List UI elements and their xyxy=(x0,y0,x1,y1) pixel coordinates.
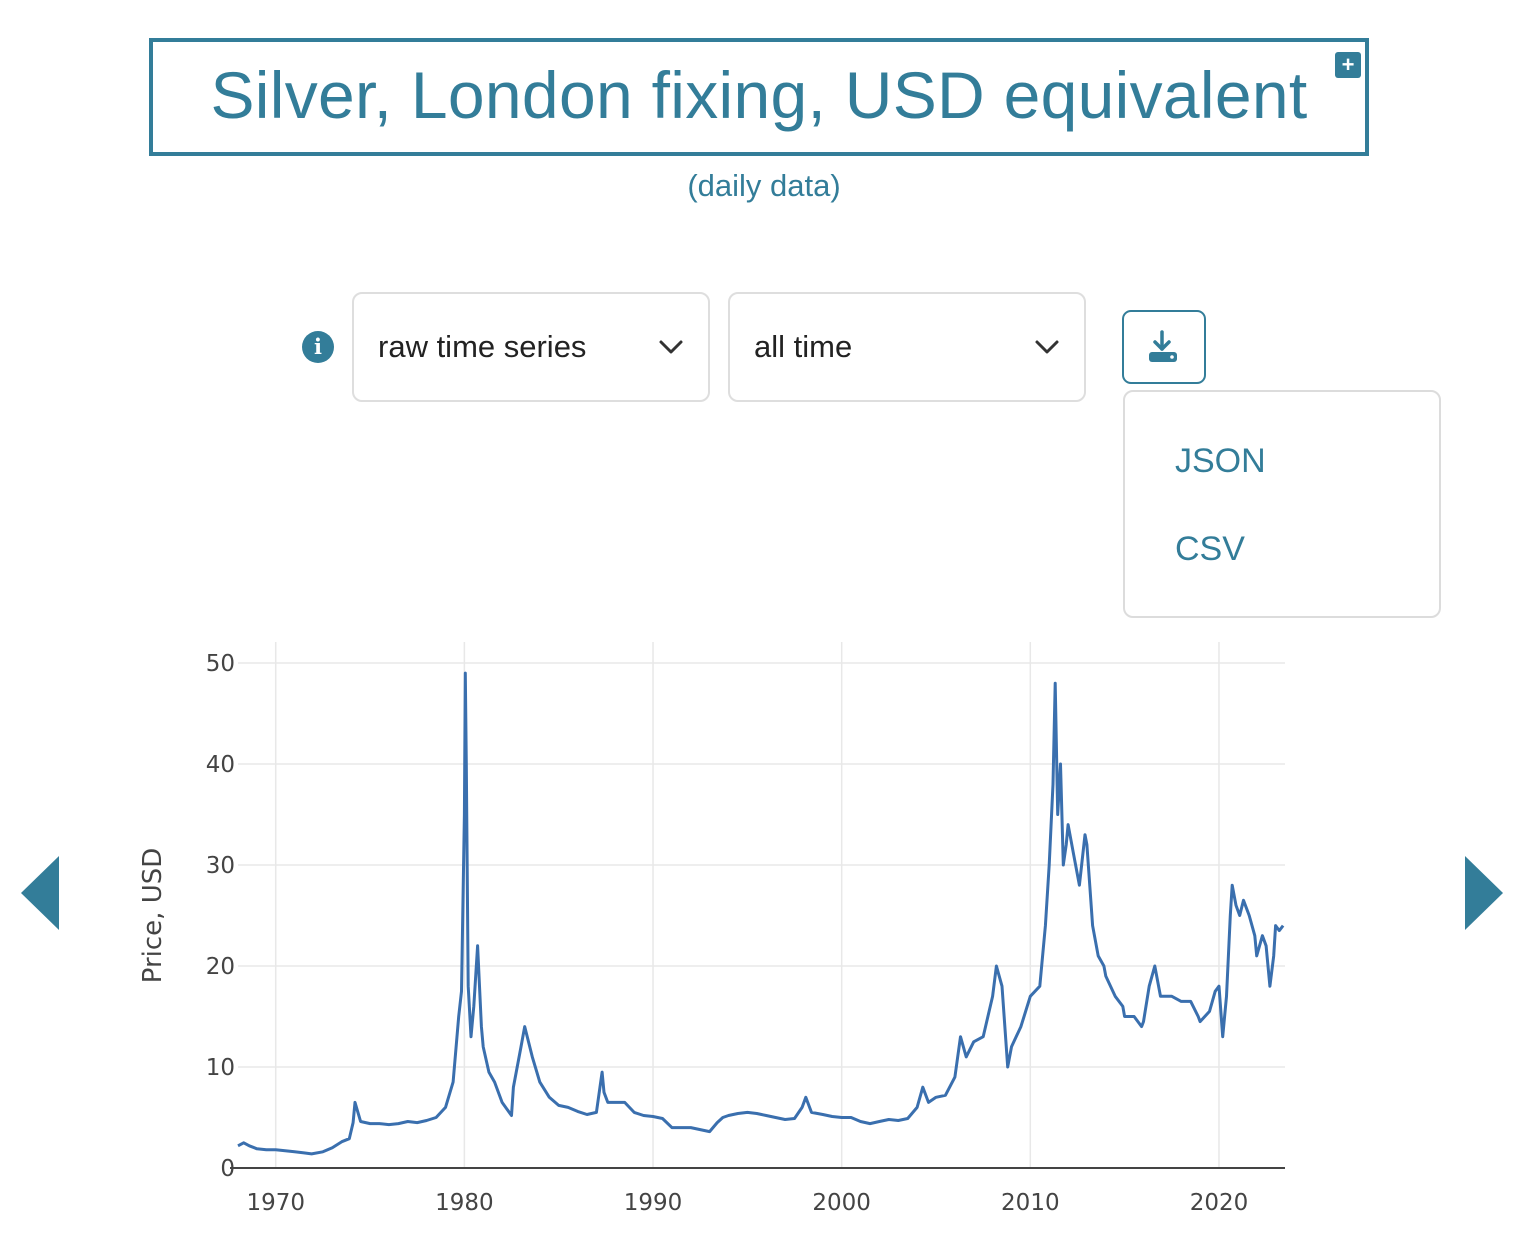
y-tick-label: 10 xyxy=(206,1055,235,1081)
x-tick-label: 1990 xyxy=(624,1190,683,1216)
x-tick-label: 2000 xyxy=(812,1190,871,1216)
triangle-right-icon[interactable] xyxy=(1463,854,1505,932)
page-subtitle: (daily data) xyxy=(687,168,841,203)
grid-layer xyxy=(238,642,1285,1168)
range-select[interactable]: all time xyxy=(728,292,1086,402)
y-tick-label: 0 xyxy=(220,1156,235,1182)
series-layer xyxy=(237,671,1285,1156)
axis-layer: 1970 1980 1990 2000 2010 2020 0 10 20 30 40 50 xyxy=(206,651,1285,1216)
y-tick-label: 20 xyxy=(206,954,235,980)
transform-select-value: raw time series xyxy=(378,329,587,364)
download-csv-option[interactable]: CSV xyxy=(1175,530,1245,568)
info-icon[interactable]: i xyxy=(302,331,334,363)
y-tick-label: 30 xyxy=(206,853,235,879)
y-tick-label: 50 xyxy=(206,651,235,677)
range-select-value: all time xyxy=(754,329,853,364)
x-tick-label: 1980 xyxy=(435,1190,494,1216)
chart-title-box: Silver, London fixing, USD equivalent + xyxy=(149,38,1369,156)
download-icon xyxy=(1149,330,1177,362)
price-chart[interactable]: 1970 1980 1990 2000 2010 2020 0 10 20 30 40 50 Pric… xyxy=(0,630,1400,1240)
download-json-option[interactable]: JSON xyxy=(1175,442,1266,480)
download-button[interactable] xyxy=(1122,310,1206,384)
series-line[interactable] xyxy=(237,671,1285,1156)
x-tick-label: 1970 xyxy=(246,1190,305,1216)
chevron-down-icon xyxy=(1035,340,1059,354)
transform-select[interactable]: raw time series xyxy=(352,292,710,402)
chevron-down-icon xyxy=(659,340,683,354)
plus-icon[interactable]: + xyxy=(1335,52,1361,78)
y-tick-label: 40 xyxy=(206,752,235,778)
page-title: Silver, London fixing, USD equivalent xyxy=(210,58,1308,132)
triangle-left-icon[interactable] xyxy=(19,854,61,932)
x-tick-label: 2020 xyxy=(1190,1190,1249,1216)
download-menu: JSON CSV xyxy=(1123,390,1441,618)
y-axis-title: Price, USD xyxy=(138,848,168,984)
x-tick-label: 2010 xyxy=(1001,1190,1060,1216)
